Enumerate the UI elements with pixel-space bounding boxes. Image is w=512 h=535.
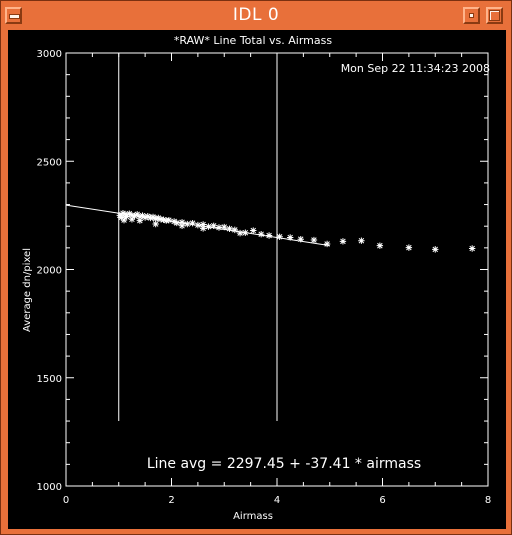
data-point xyxy=(118,214,125,221)
timestamp-label: Mon Sep 22 11:34:23 2008 xyxy=(341,62,490,75)
data-point xyxy=(123,213,130,220)
data-point xyxy=(128,212,136,219)
minimize-button[interactable] xyxy=(463,7,480,24)
minimize-icon xyxy=(469,13,474,18)
data-point xyxy=(136,217,144,224)
data-point xyxy=(358,237,365,244)
data-point xyxy=(250,227,257,234)
data-point xyxy=(160,216,167,223)
data-points xyxy=(116,210,476,253)
data-point xyxy=(376,242,384,249)
data-point xyxy=(155,214,162,222)
data-point xyxy=(231,226,238,234)
y-tick-label: 1500 xyxy=(37,374,62,385)
data-point xyxy=(199,225,207,232)
data-point xyxy=(134,211,141,218)
data-point xyxy=(173,219,180,227)
x-tick-label: 8 xyxy=(485,495,491,506)
x-tick-label: 0 xyxy=(63,495,69,506)
data-point xyxy=(205,223,212,230)
data-point xyxy=(170,218,178,225)
data-point xyxy=(210,222,217,229)
data-point xyxy=(136,213,144,220)
data-point xyxy=(323,240,331,248)
data-point xyxy=(120,216,128,224)
data-point xyxy=(199,221,207,228)
data-point xyxy=(165,216,173,224)
data-point xyxy=(128,216,136,223)
window-menu-button[interactable] xyxy=(5,7,22,24)
data-point xyxy=(144,213,151,220)
data-point xyxy=(215,224,223,231)
data-point xyxy=(152,220,159,228)
y-tick-label: 3000 xyxy=(37,49,62,60)
x-tick-label: 6 xyxy=(379,495,385,506)
data-point xyxy=(194,221,202,229)
maximize-button[interactable] xyxy=(486,7,503,24)
data-point xyxy=(149,213,157,221)
x-tick-label: 2 xyxy=(168,495,174,506)
data-point xyxy=(236,229,244,237)
data-point xyxy=(310,236,318,244)
reference-lines xyxy=(118,53,278,422)
y-axis-label: Average dn/pixel xyxy=(22,248,33,332)
data-point xyxy=(265,232,273,239)
data-point xyxy=(286,234,294,241)
data-point xyxy=(126,210,133,217)
window-menu-icon xyxy=(9,14,20,19)
data-point xyxy=(131,212,138,220)
x-axis-label: Airmass xyxy=(233,511,273,522)
scatter-plot: 0 2 4 6 8 1000 1500 2000 2500 3000 *RAW* Line Tot… xyxy=(22,34,492,522)
plot-canvas: 0 2 4 6 8 1000 1500 2000 2500 3000 *RAW* Line Tot… xyxy=(8,30,506,529)
data-point xyxy=(221,223,228,231)
maximize-icon xyxy=(489,10,500,21)
data-point xyxy=(405,244,413,251)
y-tick-label: 2500 xyxy=(37,157,62,168)
data-point xyxy=(184,220,191,228)
data-point xyxy=(226,225,233,232)
data-point xyxy=(242,229,249,236)
data-point xyxy=(119,210,127,217)
data-point xyxy=(339,238,347,245)
data-point xyxy=(178,219,186,226)
axis-tick-labels: 0 2 4 6 8 1000 1500 2000 2500 3000 xyxy=(37,49,492,506)
y-tick-label: 1000 xyxy=(37,482,62,493)
data-point xyxy=(276,233,283,241)
y-tick-label: 2000 xyxy=(37,266,62,277)
data-point xyxy=(468,245,476,252)
data-point xyxy=(147,214,154,222)
data-point xyxy=(178,222,186,229)
chart-title: *RAW* Line Total vs. Airmass xyxy=(174,34,332,47)
data-point xyxy=(141,214,149,221)
title-bar[interactable]: IDL 0 xyxy=(1,1,511,30)
data-point xyxy=(189,219,196,227)
x-tick-label: 4 xyxy=(274,495,280,506)
data-point xyxy=(257,231,265,238)
fit-equation-label: Line avg = 2297.45 + -37.41 * airmass xyxy=(147,456,421,472)
data-point xyxy=(432,246,439,253)
window-title: IDL 0 xyxy=(232,5,280,25)
data-point xyxy=(297,235,304,243)
data-point xyxy=(152,215,159,222)
